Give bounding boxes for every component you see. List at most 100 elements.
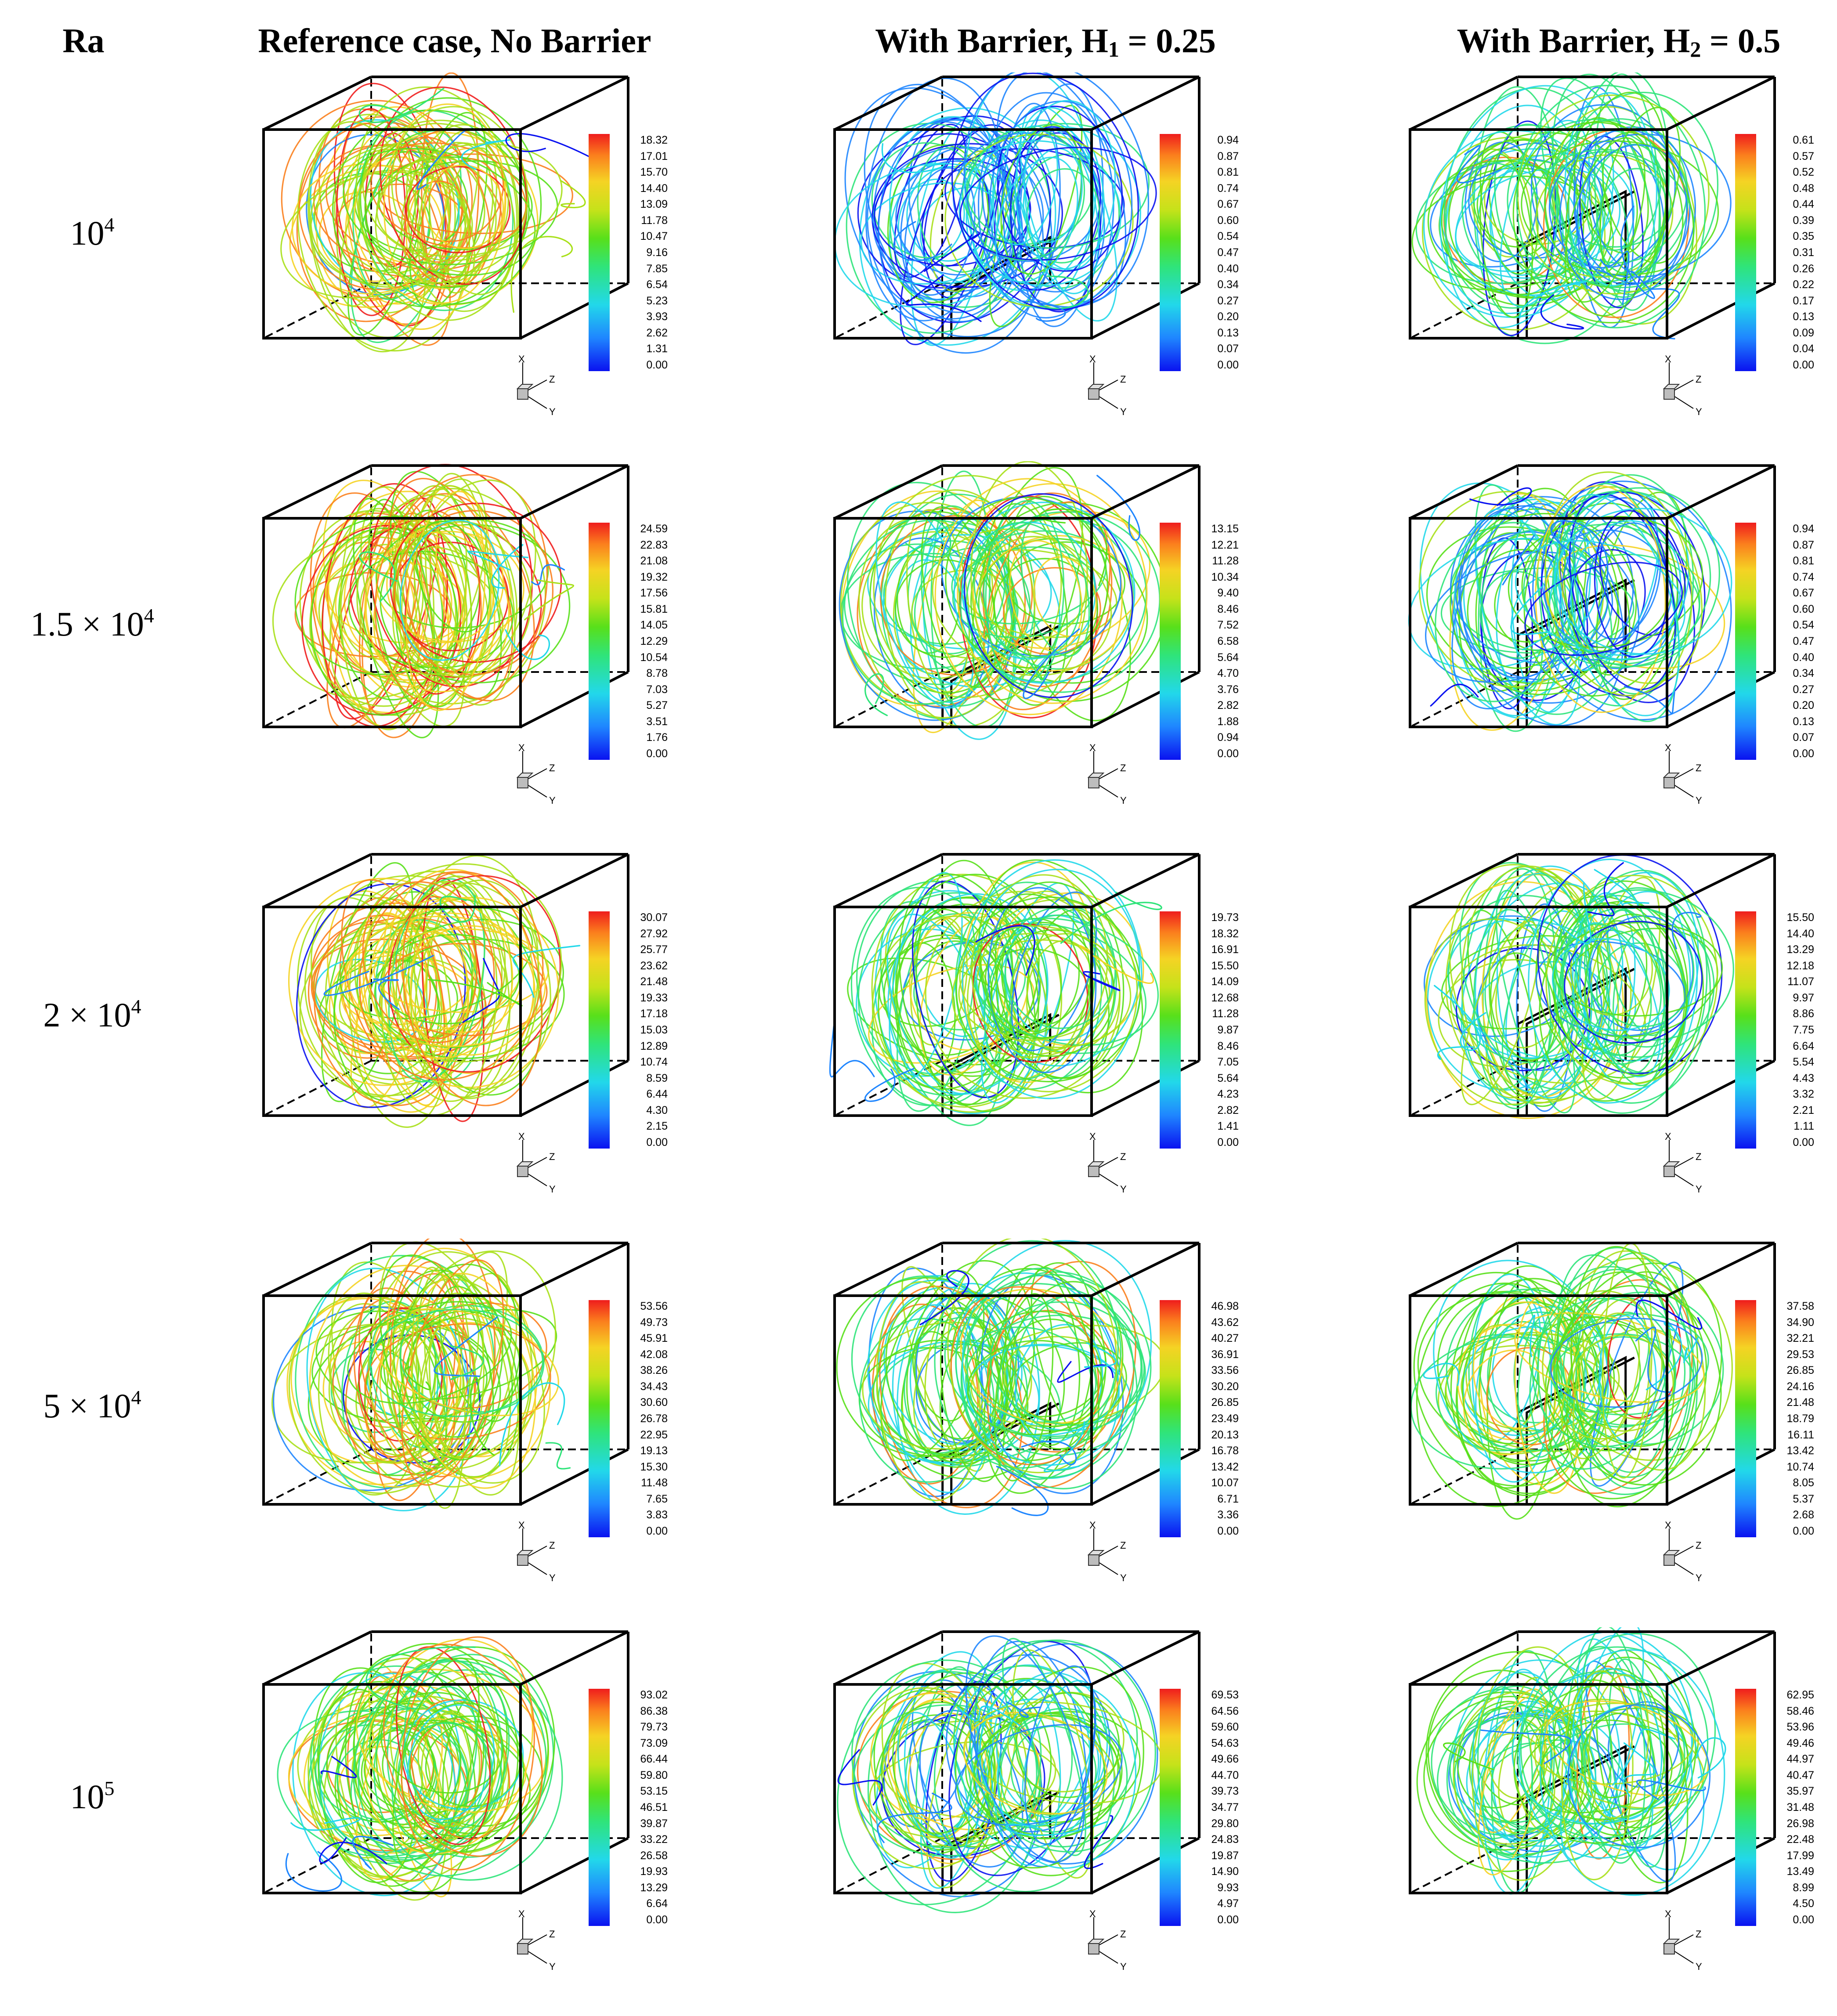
axis-z-label: Z <box>1696 1540 1702 1551</box>
colorbar-tick-label: 29.80 <box>1211 1817 1239 1830</box>
colorbar-tick-label: 7.05 <box>1217 1056 1239 1069</box>
colorbar-tick-label: 11.28 <box>1212 555 1239 567</box>
colorbar-tick-label: 13.42 <box>1211 1460 1239 1473</box>
colorbar-tick-label: 58.46 <box>1786 1705 1814 1717</box>
colorbar-tick-label: 3.36 <box>1217 1509 1239 1521</box>
cavity-cube <box>833 1630 1201 1913</box>
colorbar-tick-label: 15.30 <box>640 1460 668 1473</box>
axis-x-label: X <box>518 742 525 753</box>
colorbar-tick-label: 0.00 <box>1793 1914 1814 1926</box>
colorbar-tick-label: 20.13 <box>1211 1428 1239 1441</box>
axis-x-label: X <box>518 1520 525 1531</box>
colorbar-tick-label: 11.07 <box>1787 975 1814 988</box>
colorbar-tick-label: 7.52 <box>1217 619 1239 632</box>
colorbar-ticks: 93.02 86.38 79.73 73.09 66.44 59.80 53.15 46.51… <box>615 1689 672 1926</box>
colorbar-ticks: 62.95 58.46 53.96 49.46 44.97 40.47 35.97 31.48… <box>1761 1689 1819 1926</box>
colorbar-tick-label: 0.20 <box>1793 699 1814 712</box>
colorbar-ticks: 69.53 64.56 59.60 54.63 49.66 44.70 39.73 34.77… <box>1186 1689 1243 1926</box>
ra-base: 2 × 10 <box>43 996 131 1034</box>
axis-x-label: X <box>518 1908 525 1919</box>
colorbar-ticks: 18.32 17.01 15.70 14.40 13.09 11.78 10.47 9.16 7… <box>615 134 672 371</box>
cavity-cube <box>1408 464 1776 732</box>
velocity-colorbar: 0.94 0.87 0.81 0.74 0.67 0.60 0.54 0.47 0.40 0.34… <box>1735 523 1823 769</box>
axis-z-label: Z <box>1696 762 1702 773</box>
colorbar-tick-label: 26.58 <box>640 1849 668 1862</box>
velocity-colorbar: 30.07 27.92 25.77 23.62 21.48 19.33 17.18 15.03… <box>589 911 676 1157</box>
axis-triad: X Z Y <box>1081 1131 1133 1201</box>
colorbar-tick-label: 21.48 <box>1786 1396 1814 1409</box>
colorbar-tick-label: 3.32 <box>1793 1088 1814 1101</box>
colorbar-tick-label: 11.78 <box>641 214 668 227</box>
axis-x-label: X <box>1089 742 1096 753</box>
streamline-panel: X Z Y 13.15 12.21 11.28 10.34 9.40 8.46 7.52 6.58 5… <box>817 461 1362 839</box>
axis-y-label: Y <box>1120 1572 1127 1583</box>
colorbar-tick-label: 0.31 <box>1793 246 1814 259</box>
colorbar-gradient <box>1735 523 1756 760</box>
axis-z-label: Z <box>1696 374 1702 385</box>
colorbar-tick-label: 1.76 <box>646 731 668 744</box>
axis-z-label: Z <box>1120 1540 1126 1551</box>
colorbar-tick-label: 62.95 <box>1786 1689 1814 1701</box>
header-barrier-h1-tail: = 0.25 <box>1119 22 1216 60</box>
colorbar-tick-label: 64.56 <box>1211 1705 1239 1717</box>
header-barrier-h1: With Barrier, H1 = 0.25 <box>817 17 1274 65</box>
colorbar-tick-label: 0.00 <box>1217 1525 1239 1537</box>
ra-value-label: 2 × 104 <box>0 995 184 1035</box>
colorbar-tick-label: 44.70 <box>1211 1769 1239 1781</box>
colorbar-tick-label: 0.40 <box>1793 651 1814 664</box>
colorbar-tick-label: 46.98 <box>1211 1300 1239 1312</box>
colorbar-tick-label: 59.80 <box>640 1769 668 1781</box>
header-ra: Ra <box>62 22 105 60</box>
axis-x-label: X <box>518 354 525 365</box>
colorbar-tick-label: 0.47 <box>1793 635 1814 647</box>
colorbar-tick-label: 0.74 <box>1217 182 1239 195</box>
streamline-panel: X Z Y 18.32 17.01 15.70 14.40 13.09 11.78 10.47 9.… <box>246 72 791 450</box>
axis-x-label: X <box>1665 1131 1671 1142</box>
colorbar-tick-label: 0.00 <box>1793 748 1814 760</box>
colorbar-ticks: 46.98 43.62 40.27 36.91 33.56 30.20 26.85 23.49… <box>1186 1300 1243 1537</box>
cavity-cube <box>262 1239 629 1512</box>
axis-y-label: Y <box>1120 1961 1127 1972</box>
colorbar-tick-label: 13.15 <box>1211 523 1239 535</box>
colorbar-tick-label: 11.48 <box>641 1477 668 1489</box>
header-barrier-h2-tail: = 0.5 <box>1701 22 1781 60</box>
colorbar-tick-label: 34.43 <box>640 1380 668 1393</box>
colorbar-tick-label: 0.47 <box>1217 246 1239 259</box>
colorbar-tick-label: 0.54 <box>1217 230 1239 243</box>
colorbar-ticks: 0.94 0.87 0.81 0.74 0.67 0.60 0.54 0.47 0.40 0.34… <box>1761 523 1819 760</box>
colorbar-tick-label: 11.28 <box>1212 1008 1239 1020</box>
ra-exponent: 4 <box>144 604 154 627</box>
streamline-panel: X Z Y 24.59 22.83 21.08 19.32 17.56 15.81 14.05 12… <box>246 461 791 839</box>
colorbar-tick-label: 8.46 <box>1217 1040 1239 1052</box>
colorbar-tick-label: 0.57 <box>1793 150 1814 163</box>
colorbar-ticks: 0.61 0.57 0.52 0.48 0.44 0.39 0.35 0.31 0.26 0.22… <box>1761 134 1819 371</box>
colorbar-tick-label: 5.23 <box>646 294 668 307</box>
colorbar-tick-label: 4.30 <box>646 1104 668 1116</box>
axis-y-label: Y <box>549 1572 556 1583</box>
colorbar-tick-label: 25.77 <box>640 943 668 956</box>
colorbar-tick-label: 18.32 <box>640 134 668 146</box>
colorbar-tick-label: 13.09 <box>640 198 668 211</box>
colorbar-tick-label: 22.48 <box>1786 1833 1814 1846</box>
header-barrier-h1-sub: 1 <box>1108 37 1119 61</box>
cavity-cube <box>1409 1242 1776 1520</box>
colorbar-tick-label: 30.60 <box>640 1396 668 1409</box>
colorbar-tick-label: 39.87 <box>640 1817 668 1830</box>
header-barrier-h2-main: With Barrier, H <box>1457 22 1690 60</box>
colorbar-tick-label: 0.60 <box>1793 603 1814 615</box>
colorbar-tick-label: 14.09 <box>1211 975 1239 988</box>
colorbar-tick-label: 10.07 <box>1211 1477 1239 1489</box>
colorbar-gradient <box>1160 1300 1181 1537</box>
ra-base: 10 <box>70 1778 105 1816</box>
cavity-cube <box>1409 853 1776 1119</box>
axis-y-label: Y <box>549 1961 556 1972</box>
streamline-panel: X Z Y 93.02 86.38 79.73 73.09 66.44 59.80 53.15 46… <box>246 1627 791 2005</box>
colorbar-tick-label: 18.79 <box>1786 1413 1814 1425</box>
velocity-colorbar: 53.56 49.73 45.91 42.08 38.26 34.43 30.60 26.78… <box>589 1300 676 1546</box>
colorbar-tick-label: 69.53 <box>1211 1689 1239 1701</box>
colorbar-tick-label: 0.27 <box>1217 294 1239 307</box>
colorbar-gradient <box>1735 134 1756 371</box>
colorbar-tick-label: 15.81 <box>640 603 668 615</box>
axis-x-label: X <box>518 1131 525 1142</box>
colorbar-tick-label: 0.26 <box>1793 262 1814 275</box>
